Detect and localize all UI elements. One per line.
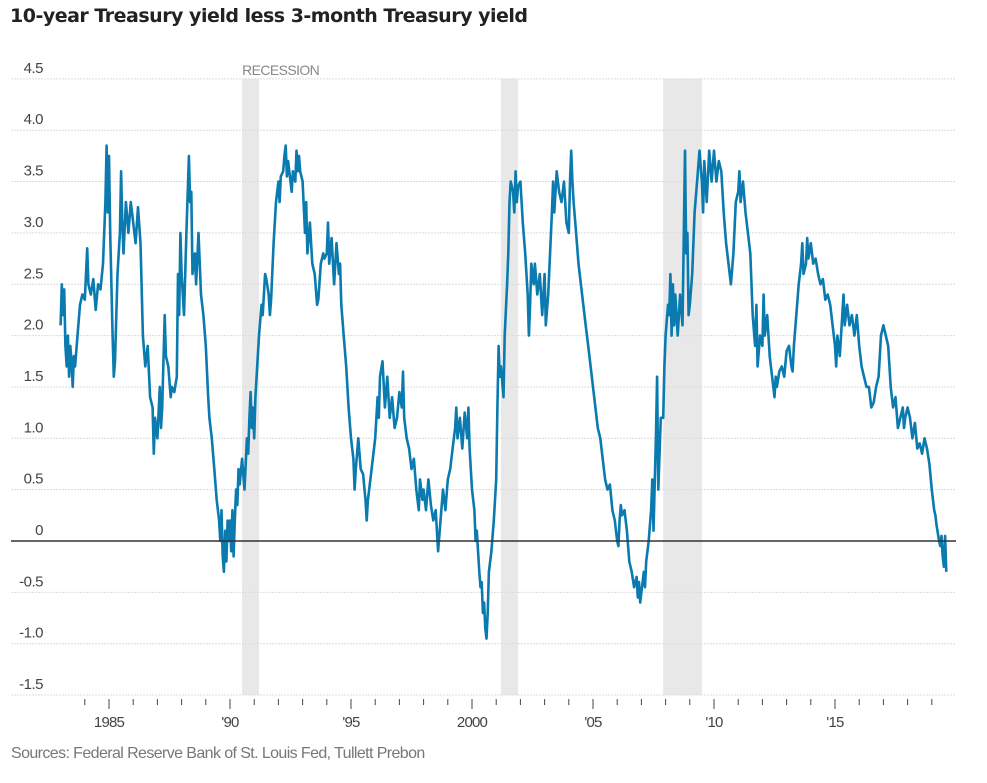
y-tick-label: -1.0 [19,625,43,642]
y-tick-label: 2.5 [24,265,44,282]
y-tick-label: 3.0 [24,214,44,231]
series-line-1 [59,144,948,640]
y-tick-label: 4.0 [24,111,44,128]
x-tick-label: 1985 [94,714,125,731]
x-tick-label: '95 [342,714,360,731]
recession-label: RECESSION [242,62,319,78]
y-tick-label: 1.5 [24,368,44,385]
x-axis: 1985 '90 '95 2000 '05 '10 '15 [84,699,933,731]
x-tick-label: 2000 [457,714,488,731]
y-tick-label: -0.5 [19,573,43,590]
source-note: Sources: Federal Reserve Bank of St. Lou… [11,745,425,762]
y-tick-label: 0.5 [24,471,44,488]
series-line-layer [59,144,948,640]
y-tick-label: -1.5 [19,676,43,693]
x-tick-label: '05 [584,714,602,731]
x-tick-label: '15 [826,714,844,731]
x-tick-label: '90 [221,714,239,731]
y-tick-label: 4.5 [24,60,44,77]
y-tick-label: 2.0 [24,317,44,334]
chart-title: 10-year Treasury yield less 3-month Trea… [10,5,528,27]
x-tick-label: '10 [705,714,723,731]
y-tick-label: 3.5 [24,163,44,180]
y-axis-labels: 4.5 4.0 3.5 3.0 2.5 2.0 1.5 1.0 0.5 0 -0.5 -1.0 -1.5 [19,60,44,693]
y-tick-label: 1.0 [24,419,44,436]
y-tick-label: 0 [35,522,43,539]
